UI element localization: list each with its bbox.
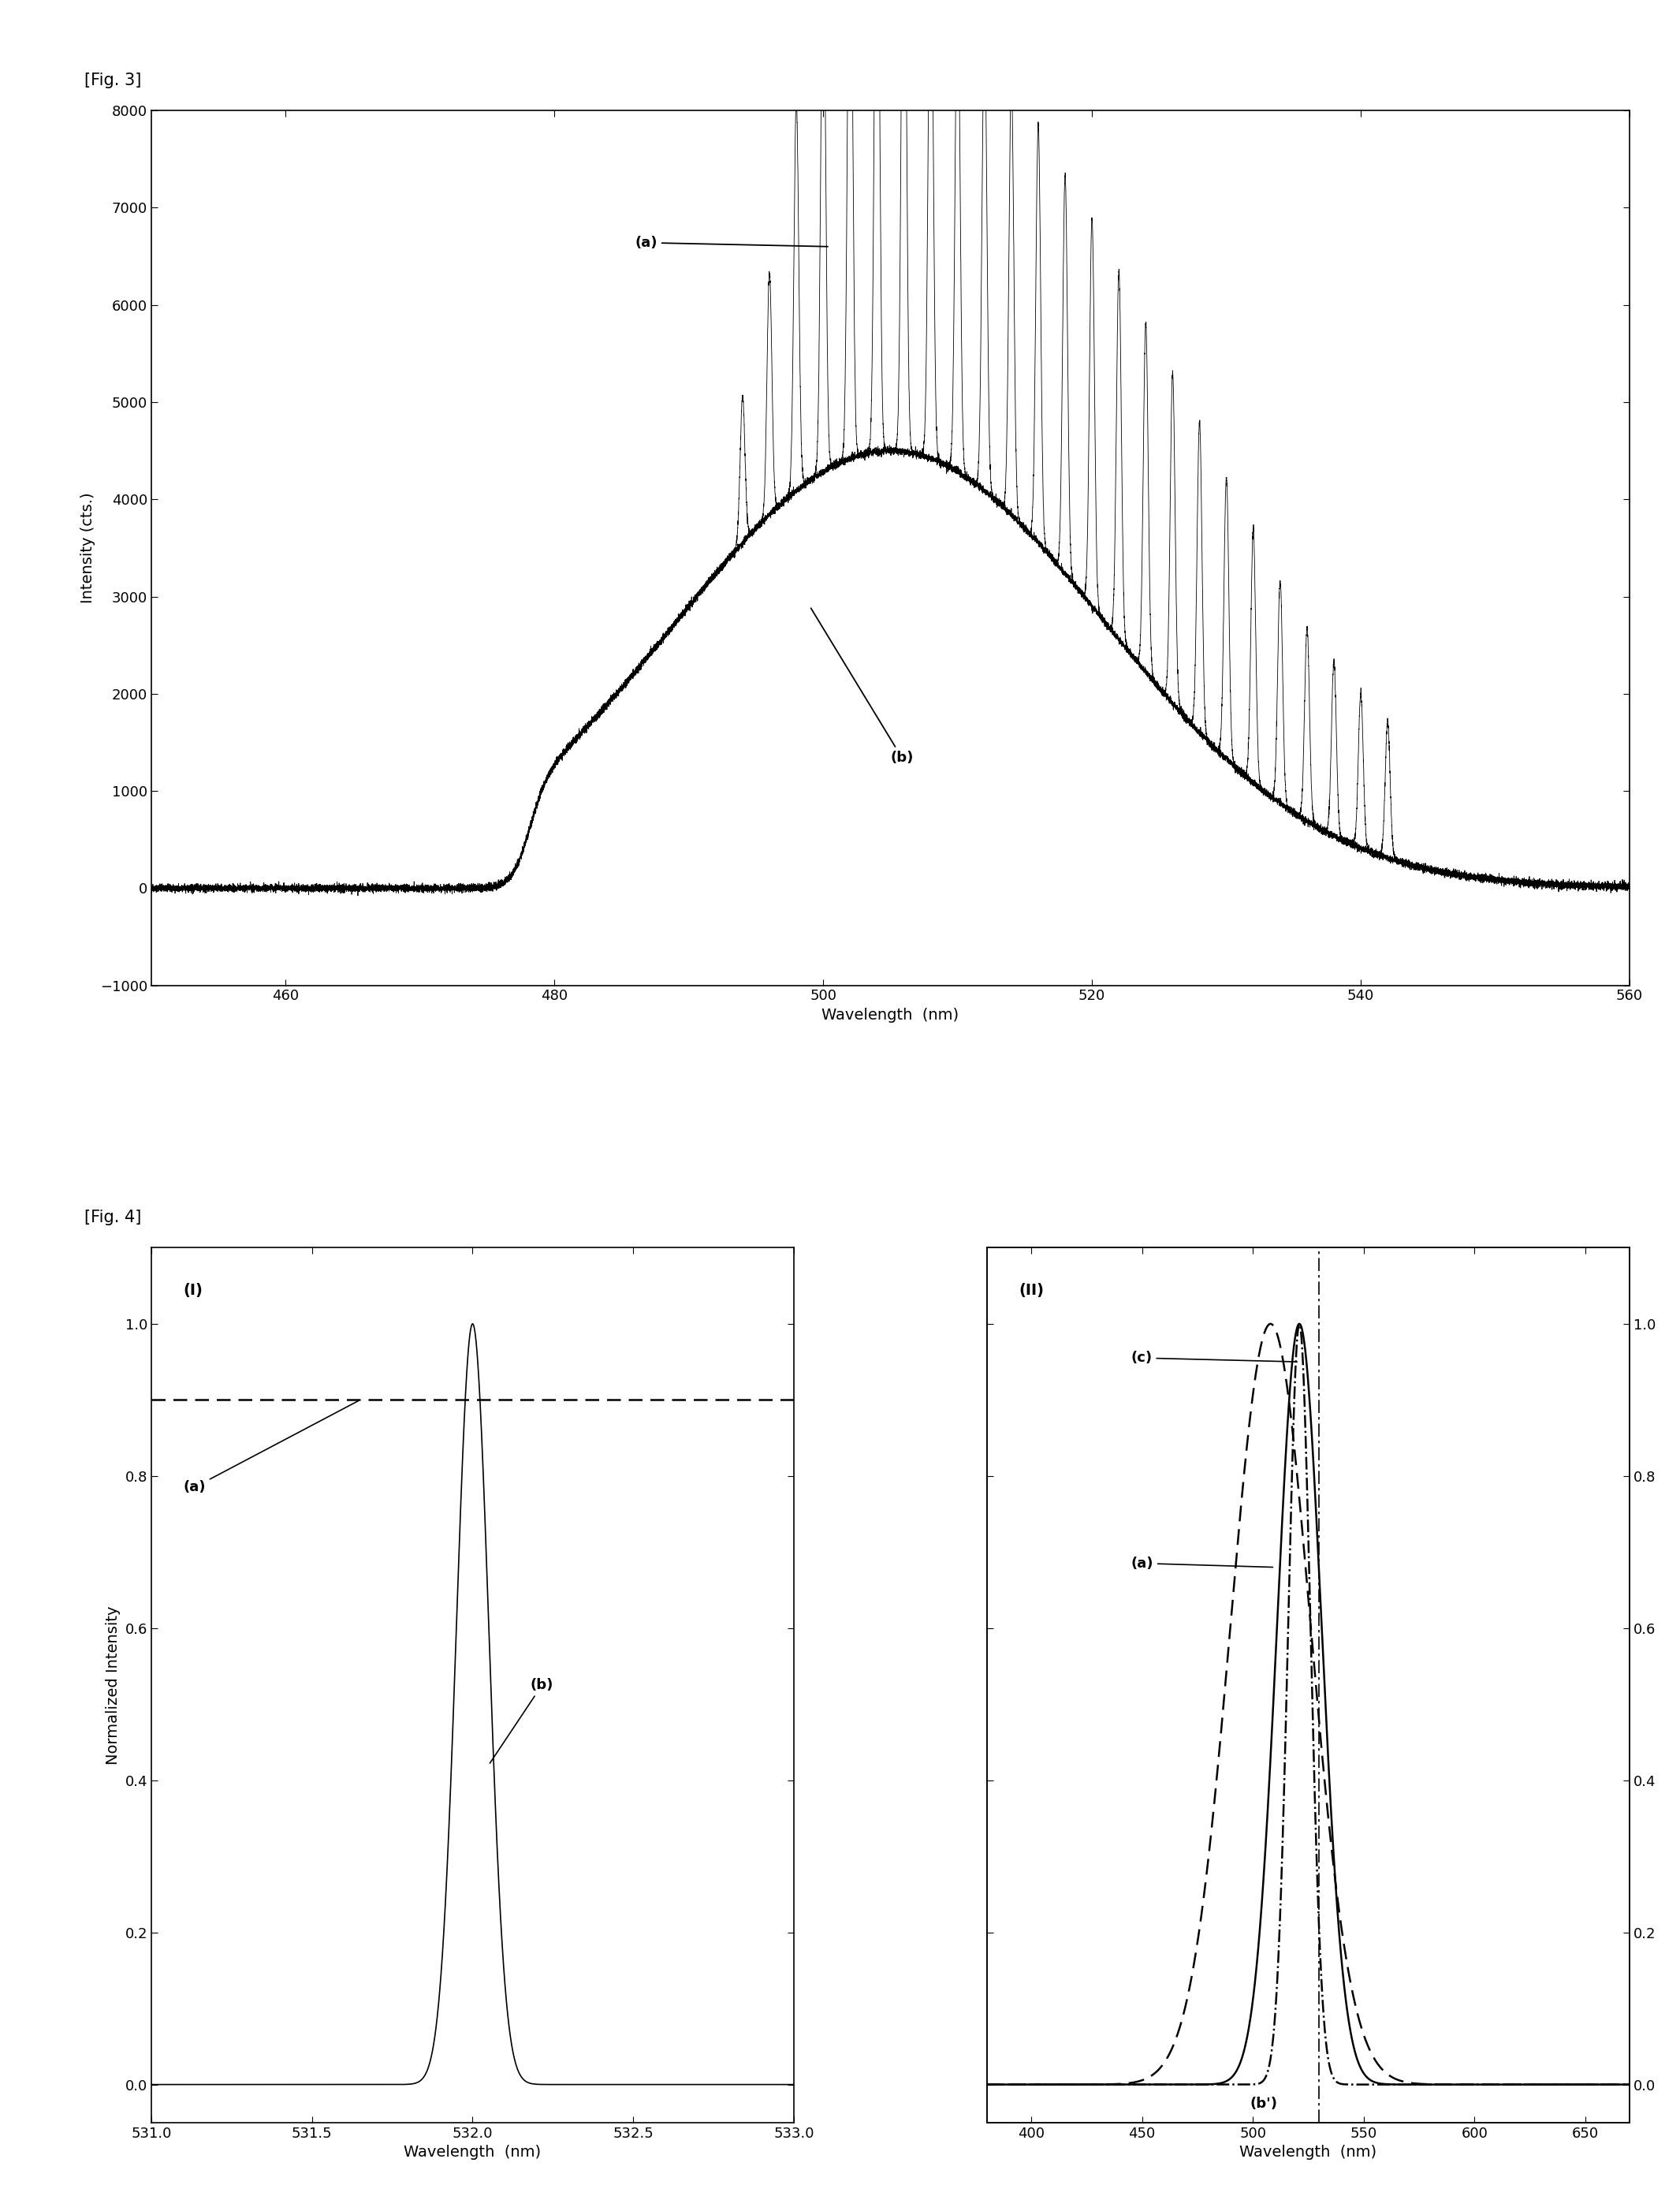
- Y-axis label: Intensity (cts.): Intensity (cts.): [81, 493, 96, 604]
- Text: (c): (c): [1131, 1351, 1297, 1364]
- X-axis label: Wavelength  (nm): Wavelength (nm): [822, 1008, 959, 1024]
- Text: (b): (b): [491, 1678, 554, 1762]
- Text: [Fig. 4]: [Fig. 4]: [84, 1209, 141, 1225]
- X-axis label: Wavelength  (nm): Wavelength (nm): [1240, 2145, 1378, 2160]
- Text: (a): (a): [635, 237, 828, 250]
- Text: (b): (b): [811, 608, 914, 765]
- Y-axis label: Normalized Intensity: Normalized Intensity: [106, 1605, 121, 1764]
- Text: (b'): (b'): [1250, 2096, 1278, 2112]
- Text: (a): (a): [183, 1402, 358, 1495]
- Text: (II): (II): [1020, 1282, 1045, 1298]
- Text: (a): (a): [1131, 1557, 1273, 1570]
- X-axis label: Wavelength  (nm): Wavelength (nm): [403, 2145, 541, 2160]
- Text: [Fig. 3]: [Fig. 3]: [84, 73, 141, 88]
- Text: (I): (I): [183, 1282, 203, 1298]
